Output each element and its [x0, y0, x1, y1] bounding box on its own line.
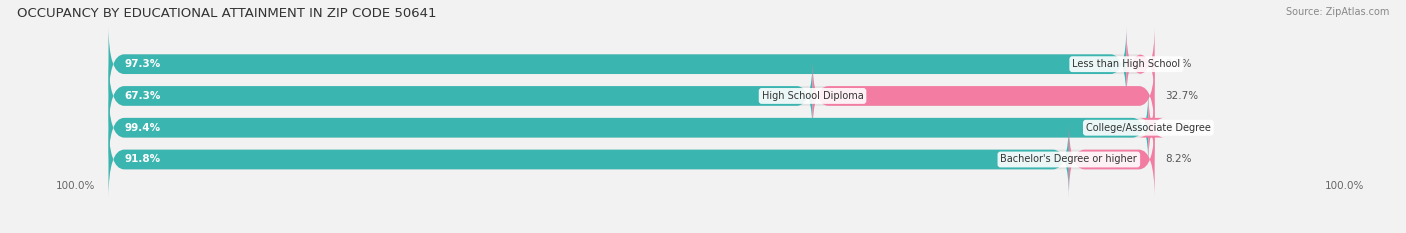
FancyBboxPatch shape	[108, 90, 1149, 165]
FancyBboxPatch shape	[1069, 122, 1154, 197]
Text: 67.3%: 67.3%	[124, 91, 160, 101]
Text: 0.6%: 0.6%	[1166, 123, 1191, 133]
Legend: Owner-occupied, Renter-occupied: Owner-occupied, Renter-occupied	[498, 231, 713, 233]
Text: 97.3%: 97.3%	[124, 59, 160, 69]
FancyBboxPatch shape	[108, 122, 1154, 197]
FancyBboxPatch shape	[108, 90, 1154, 165]
Text: 32.7%: 32.7%	[1166, 91, 1198, 101]
Text: College/Associate Degree: College/Associate Degree	[1085, 123, 1211, 133]
Text: 91.8%: 91.8%	[124, 154, 160, 164]
Text: 8.2%: 8.2%	[1166, 154, 1191, 164]
FancyBboxPatch shape	[108, 26, 1154, 102]
FancyBboxPatch shape	[108, 26, 1126, 102]
Text: OCCUPANCY BY EDUCATIONAL ATTAINMENT IN ZIP CODE 50641: OCCUPANCY BY EDUCATIONAL ATTAINMENT IN Z…	[17, 7, 436, 20]
FancyBboxPatch shape	[108, 58, 1154, 134]
Text: Less than High School: Less than High School	[1073, 59, 1181, 69]
Text: 2.7%: 2.7%	[1166, 59, 1191, 69]
Text: Bachelor's Degree or higher: Bachelor's Degree or higher	[1001, 154, 1137, 164]
FancyBboxPatch shape	[108, 58, 813, 134]
Text: 100.0%: 100.0%	[56, 181, 96, 191]
Text: 100.0%: 100.0%	[1324, 181, 1364, 191]
Text: 99.4%: 99.4%	[124, 123, 160, 133]
FancyBboxPatch shape	[1139, 90, 1164, 165]
Text: High School Diploma: High School Diploma	[762, 91, 863, 101]
FancyBboxPatch shape	[1126, 26, 1154, 102]
FancyBboxPatch shape	[108, 122, 1069, 197]
FancyBboxPatch shape	[813, 58, 1154, 134]
Text: Source: ZipAtlas.com: Source: ZipAtlas.com	[1285, 7, 1389, 17]
